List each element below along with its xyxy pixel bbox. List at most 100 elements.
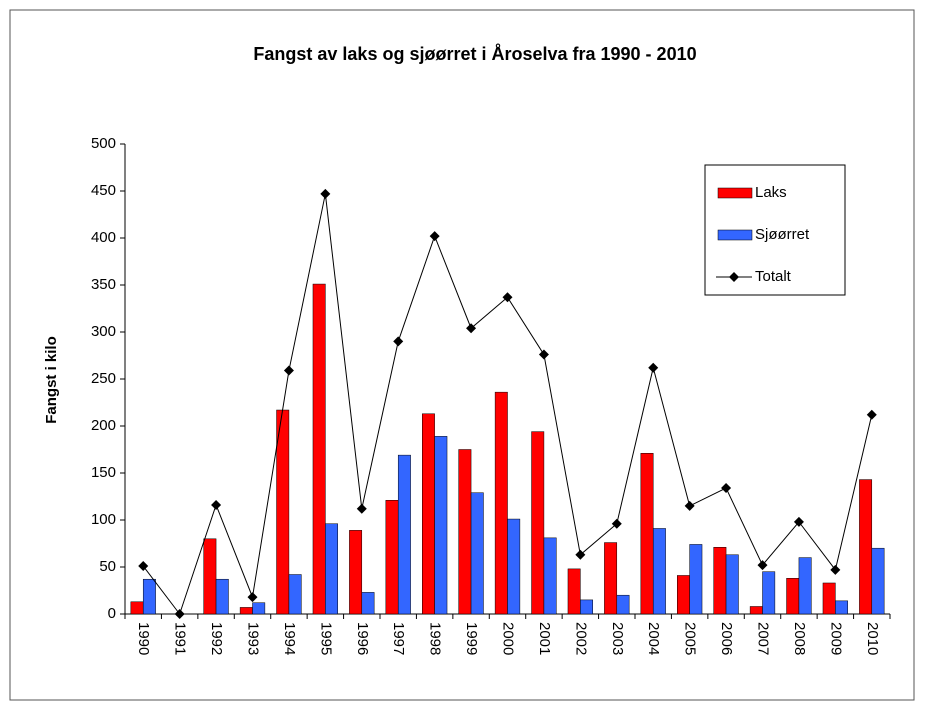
x-tick-label: 1992	[208, 622, 225, 655]
bar	[604, 542, 618, 615]
x-tick-label: 1991	[172, 622, 189, 655]
bar	[458, 449, 472, 615]
y-tick-label: 350	[91, 276, 116, 293]
bar	[749, 606, 763, 615]
marker	[138, 561, 149, 572]
bar	[349, 530, 363, 615]
bar	[434, 436, 448, 615]
marker	[757, 560, 768, 571]
x-tick-label: 2009	[827, 622, 844, 655]
marker	[429, 231, 440, 242]
bar	[677, 575, 690, 615]
bar	[798, 557, 812, 615]
bar	[252, 602, 266, 615]
bar	[713, 547, 727, 615]
marker	[247, 592, 258, 603]
marker	[575, 549, 586, 560]
bar	[142, 578, 156, 615]
legend-marker	[729, 272, 739, 282]
bar	[203, 538, 217, 615]
bar	[822, 582, 836, 615]
marker	[174, 609, 185, 619]
x-tick-label: 1999	[463, 622, 480, 655]
bar	[130, 601, 144, 615]
bar	[652, 528, 666, 615]
marker	[356, 503, 367, 514]
legend-swatch	[717, 229, 753, 241]
marker	[320, 188, 331, 199]
bar	[859, 479, 873, 615]
y-tick-label: 250	[91, 370, 116, 387]
marker	[393, 336, 404, 347]
x-tick-label: 2000	[500, 622, 517, 655]
x-tick-label: 1995	[317, 622, 334, 655]
y-tick-label: 500	[91, 135, 116, 152]
chart-title: Fangst av laks og sjøørret i Åroselva fr…	[253, 44, 696, 64]
y-tick-label: 100	[91, 511, 116, 528]
x-tick-label: 1996	[354, 622, 371, 655]
marker	[502, 292, 513, 303]
bar	[567, 568, 581, 615]
x-tick-label: 2002	[572, 622, 589, 655]
y-tick-label: 450	[91, 182, 116, 199]
x-tick-label: 2007	[755, 622, 772, 655]
bar	[762, 571, 776, 615]
legend-swatch	[717, 187, 753, 199]
bar	[312, 283, 326, 615]
marker	[793, 516, 804, 527]
y-tick-label: 400	[91, 229, 116, 246]
x-tick-label: 2008	[791, 622, 808, 655]
x-tick-label: 1997	[390, 622, 407, 655]
bar	[786, 578, 800, 615]
bar	[397, 454, 411, 615]
marker	[830, 564, 841, 575]
bar	[640, 453, 654, 615]
legend-label: Laks	[755, 184, 787, 201]
x-tick-label: 1990	[135, 622, 152, 655]
bar	[616, 594, 630, 615]
x-tick-label: 2005	[682, 622, 699, 655]
y-tick-label: 300	[91, 323, 116, 340]
bar	[507, 518, 521, 615]
bar	[835, 600, 848, 615]
y-tick-label: 200	[91, 417, 116, 434]
bar	[239, 607, 253, 615]
y-tick-label: 0	[108, 605, 116, 622]
marker	[211, 499, 222, 510]
x-tick-label: 2001	[536, 622, 553, 655]
x-tick-label: 1993	[245, 622, 262, 655]
marker	[283, 365, 294, 376]
bar	[531, 431, 545, 615]
bar	[325, 523, 338, 615]
legend-label: Sjøørret	[755, 226, 810, 243]
bar	[689, 544, 703, 615]
bar	[725, 554, 739, 615]
bar	[422, 413, 435, 615]
x-tick-label: 2004	[645, 622, 662, 655]
x-tick-label: 1998	[427, 622, 444, 655]
y-axis-label: Fangst i kilo	[43, 336, 60, 424]
marker	[648, 362, 659, 373]
legend-label: Totalt	[755, 268, 792, 285]
bar	[494, 391, 508, 615]
marker	[684, 500, 695, 511]
bar	[385, 500, 399, 615]
bar	[543, 537, 557, 615]
bar	[215, 578, 229, 615]
bar	[276, 409, 290, 615]
y-tick-label: 150	[91, 464, 116, 481]
marker	[866, 409, 877, 420]
x-tick-label: 2010	[864, 622, 881, 655]
marker	[611, 518, 622, 529]
bar	[288, 574, 302, 615]
bar	[470, 492, 484, 615]
marker	[721, 483, 732, 494]
marker	[538, 349, 549, 360]
y-tick-label: 50	[99, 558, 116, 575]
bar	[871, 547, 885, 615]
x-tick-label: 2003	[609, 622, 626, 655]
x-tick-label: 2006	[718, 622, 735, 655]
x-tick-label: 1994	[281, 622, 298, 655]
